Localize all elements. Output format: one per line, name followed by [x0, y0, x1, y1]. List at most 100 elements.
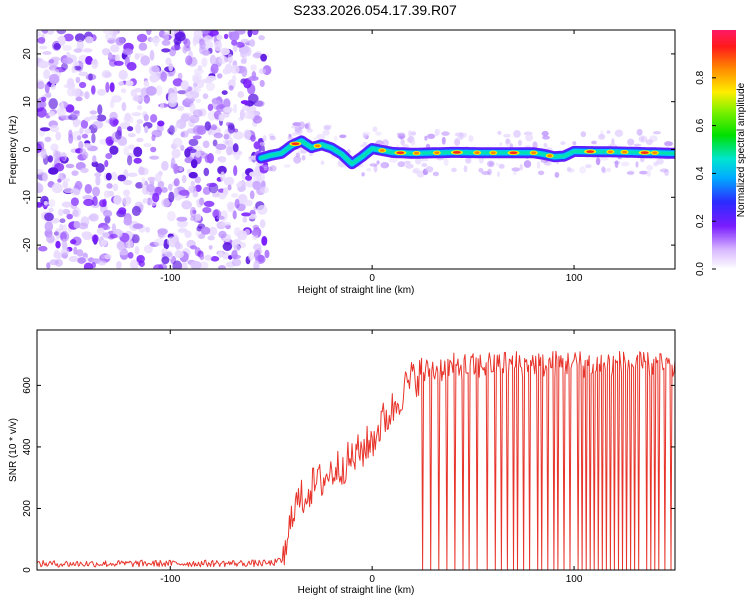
signal-halo-blob: [425, 166, 434, 173]
noise-blob: [144, 125, 149, 134]
signal-halo-blob: [626, 171, 635, 175]
noise-blob: [41, 96, 47, 103]
signal-halo-blob: [262, 135, 267, 142]
noise-blob: [38, 60, 50, 69]
noise-blob: [181, 174, 187, 184]
noise-blob: [145, 226, 151, 233]
noise-blob: [39, 45, 48, 50]
noise-blob: [176, 216, 188, 222]
noise-blob: [143, 114, 149, 122]
noise-blob: [195, 213, 202, 221]
noise-blob: [150, 114, 158, 123]
signal-halo-blob: [601, 166, 606, 173]
signal-halo-blob: [511, 167, 521, 172]
noise-blob: [45, 91, 52, 98]
noise-blob: [240, 58, 247, 64]
noise-blob: [151, 134, 156, 141]
ridge-hotspot-core: [622, 150, 627, 154]
y-tick-label: -20: [22, 237, 33, 252]
noise-blob: [205, 41, 214, 50]
noise-blob: [240, 49, 246, 58]
noise-blob: [85, 36, 94, 44]
noise-blob: [192, 109, 203, 118]
noise-blob: [42, 51, 52, 55]
signal-halo-blob: [269, 135, 276, 141]
noise-blob: [161, 48, 171, 53]
noise-blob: [181, 200, 193, 210]
noise-blob: [91, 234, 99, 244]
noise-blob: [132, 223, 144, 229]
noise-blob: [223, 33, 229, 40]
noise-blob: [58, 208, 64, 217]
signal-halo-blob: [301, 155, 306, 161]
signal-halo-blob: [283, 164, 291, 168]
noise-blob: [199, 254, 205, 261]
noise-blob: [190, 159, 198, 169]
noise-blob: [249, 171, 258, 177]
noise-blob: [170, 45, 181, 51]
noise-blob: [42, 172, 48, 182]
noise-blob: [152, 192, 160, 203]
noise-blob: [105, 81, 110, 93]
colorbar-label: Normalized spectral amplitude: [736, 82, 747, 217]
signal-halo-blob: [457, 136, 462, 140]
noise-blob: [127, 172, 138, 177]
signal-halo-blob: [269, 165, 277, 172]
noise-blob: [222, 242, 233, 251]
noise-blob: [84, 184, 93, 194]
noise-blob: [73, 220, 81, 229]
signal-halo-blob: [580, 131, 587, 138]
noise-blob: [110, 171, 118, 181]
signal-halo-blob: [620, 161, 630, 167]
noise-blob: [259, 219, 266, 229]
signal-halo-blob: [441, 131, 450, 136]
noise-blob: [62, 177, 71, 183]
signal-halo-blob: [375, 131, 382, 136]
noise-blob: [223, 98, 231, 109]
noise-blob: [122, 189, 131, 197]
noise-blob: [109, 145, 119, 155]
noise-blob: [109, 82, 115, 93]
noise-blob: [161, 39, 171, 46]
noise-blob: [104, 215, 111, 224]
signal-halo-blob: [639, 170, 648, 175]
signal-halo-blob: [542, 135, 550, 140]
noise-blob: [175, 122, 181, 128]
noise-blob: [193, 68, 204, 75]
signal-halo-blob: [404, 160, 411, 165]
noise-blob: [262, 161, 269, 169]
x-tick-label: 100: [566, 574, 583, 585]
noise-blob: [145, 86, 157, 96]
noise-blob: [204, 254, 212, 261]
noise-blob: [204, 154, 211, 163]
noise-blob: [118, 81, 125, 86]
noise-blob: [68, 255, 79, 263]
noise-blob: [116, 240, 125, 251]
noise-blob: [149, 155, 160, 160]
noise-blob: [143, 94, 151, 104]
noise-blob: [232, 74, 237, 83]
y-tick-label: 0: [22, 567, 33, 573]
noise-blob: [173, 178, 180, 187]
noise-blob: [127, 133, 136, 138]
noise-blob: [223, 133, 230, 140]
noise-blob: [168, 63, 174, 72]
x-tick-label: -100: [160, 273, 180, 284]
noise-blob: [190, 260, 202, 269]
noise-blob: [60, 101, 65, 113]
spectrogram-x-label: Height of straight line (km): [298, 285, 415, 296]
noise-blob: [180, 261, 188, 269]
noise-blob: [105, 172, 112, 181]
noise-blob: [190, 180, 196, 187]
noise-blob: [133, 94, 145, 103]
signal-halo-blob: [659, 168, 669, 173]
noise-blob: [259, 79, 265, 88]
noise-blob: [213, 132, 223, 139]
noise-blob: [215, 149, 222, 155]
noise-blob: [48, 111, 56, 117]
noise-blob: [231, 39, 238, 46]
noise-blob: [237, 91, 245, 98]
noise-blob: [161, 198, 170, 208]
noise-blob: [194, 86, 202, 94]
signal-halo-blob: [294, 126, 302, 133]
